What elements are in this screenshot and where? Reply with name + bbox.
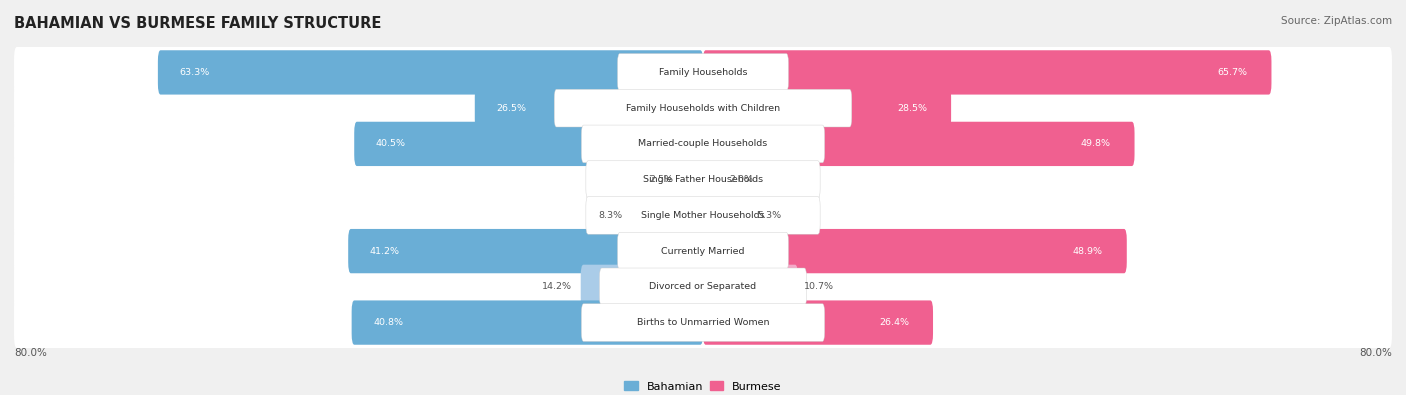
FancyBboxPatch shape — [617, 232, 789, 270]
Text: Currently Married: Currently Married — [661, 246, 745, 256]
FancyBboxPatch shape — [354, 122, 703, 166]
FancyBboxPatch shape — [14, 83, 1392, 134]
Text: Family Households with Children: Family Households with Children — [626, 103, 780, 113]
FancyBboxPatch shape — [703, 193, 751, 237]
FancyBboxPatch shape — [14, 297, 1392, 348]
Text: 2.5%: 2.5% — [648, 175, 673, 184]
Text: 65.7%: 65.7% — [1218, 68, 1247, 77]
FancyBboxPatch shape — [703, 122, 1135, 166]
Text: 40.5%: 40.5% — [375, 139, 406, 149]
FancyBboxPatch shape — [14, 226, 1392, 277]
FancyBboxPatch shape — [14, 154, 1392, 205]
Text: 40.8%: 40.8% — [373, 318, 404, 327]
Text: 26.5%: 26.5% — [496, 103, 526, 113]
FancyBboxPatch shape — [14, 118, 1392, 169]
FancyBboxPatch shape — [581, 304, 825, 341]
FancyBboxPatch shape — [581, 265, 703, 309]
FancyBboxPatch shape — [703, 86, 950, 130]
FancyBboxPatch shape — [581, 125, 825, 163]
Text: 80.0%: 80.0% — [1360, 348, 1392, 357]
FancyBboxPatch shape — [475, 86, 703, 130]
FancyBboxPatch shape — [14, 261, 1392, 312]
FancyBboxPatch shape — [349, 229, 703, 273]
FancyBboxPatch shape — [682, 158, 703, 202]
Text: 14.2%: 14.2% — [543, 282, 572, 292]
Text: 28.5%: 28.5% — [897, 103, 927, 113]
FancyBboxPatch shape — [554, 89, 852, 127]
FancyBboxPatch shape — [703, 265, 797, 309]
Text: 41.2%: 41.2% — [370, 246, 399, 256]
Text: Single Mother Households: Single Mother Households — [641, 211, 765, 220]
FancyBboxPatch shape — [631, 193, 703, 237]
FancyBboxPatch shape — [703, 158, 723, 202]
FancyBboxPatch shape — [599, 268, 807, 306]
Text: Married-couple Households: Married-couple Households — [638, 139, 768, 149]
FancyBboxPatch shape — [617, 54, 789, 91]
Text: 63.3%: 63.3% — [180, 68, 209, 77]
Text: Divorced or Separated: Divorced or Separated — [650, 282, 756, 292]
Text: 49.8%: 49.8% — [1080, 139, 1111, 149]
FancyBboxPatch shape — [703, 50, 1271, 94]
Text: 5.3%: 5.3% — [758, 211, 782, 220]
FancyBboxPatch shape — [703, 301, 934, 345]
Text: 2.0%: 2.0% — [728, 175, 752, 184]
FancyBboxPatch shape — [352, 301, 703, 345]
FancyBboxPatch shape — [586, 197, 820, 234]
Text: 8.3%: 8.3% — [599, 211, 623, 220]
FancyBboxPatch shape — [14, 47, 1392, 98]
Text: 48.9%: 48.9% — [1073, 246, 1102, 256]
Text: Single Father Households: Single Father Households — [643, 175, 763, 184]
Text: 80.0%: 80.0% — [14, 348, 46, 357]
Text: 10.7%: 10.7% — [804, 282, 834, 292]
Text: Source: ZipAtlas.com: Source: ZipAtlas.com — [1281, 16, 1392, 26]
Text: Family Households: Family Households — [659, 68, 747, 77]
Legend: Bahamian, Burmese: Bahamian, Burmese — [620, 377, 786, 395]
FancyBboxPatch shape — [586, 161, 820, 198]
Text: BAHAMIAN VS BURMESE FAMILY STRUCTURE: BAHAMIAN VS BURMESE FAMILY STRUCTURE — [14, 16, 381, 31]
FancyBboxPatch shape — [157, 50, 703, 94]
FancyBboxPatch shape — [703, 229, 1126, 273]
FancyBboxPatch shape — [14, 190, 1392, 241]
Text: Births to Unmarried Women: Births to Unmarried Women — [637, 318, 769, 327]
Text: 26.4%: 26.4% — [879, 318, 908, 327]
